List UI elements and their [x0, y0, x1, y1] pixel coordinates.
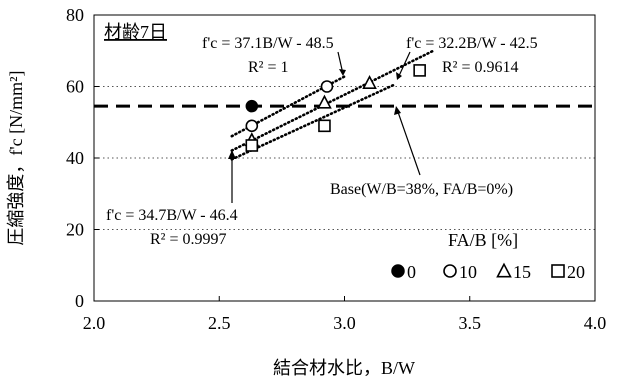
panel-label: 材齢7日	[104, 22, 167, 42]
leader-arrow-fa10	[339, 69, 346, 76]
legend-label: 10	[459, 262, 477, 282]
data-point-fa20	[245, 139, 259, 152]
legend-item: 10	[443, 262, 477, 282]
legend-marker-15	[496, 262, 512, 278]
y-tick-label: 80	[66, 5, 84, 25]
legend-label: 20	[567, 262, 585, 282]
y-tick-label: 0	[75, 291, 84, 311]
leader-fa15	[397, 51, 411, 79]
equation-fa20: f'c = 34.7B/W - 46.4	[106, 207, 238, 224]
legend-label: 15	[513, 262, 531, 282]
r2-fa10: R² = 1	[248, 59, 289, 76]
y-tick-label: 60	[66, 77, 84, 97]
trendline-fa15	[230, 83, 396, 161]
legend-title: FA/B [%]	[448, 230, 518, 250]
leader-baseline	[397, 111, 421, 176]
legend-label: 0	[407, 262, 416, 282]
data-points	[244, 64, 426, 152]
data-point-fa20	[413, 64, 426, 77]
data-point-fa0	[245, 99, 259, 113]
trendline-fa20	[230, 50, 434, 152]
legend-item: 20	[551, 262, 585, 282]
legend-marker-0	[391, 264, 405, 278]
r2-fa15: R² = 0.9614	[442, 59, 519, 76]
legend-item: 0	[391, 262, 416, 282]
legend-marker-20	[551, 264, 565, 278]
annotations: f'c = 37.1B/W - 48.5 R² = 1 f'c = 32.2B/W …	[106, 35, 538, 248]
axes: 0 20 40 60 80 2.0 2.5 3.0 3.5 4.0	[66, 5, 606, 333]
baseline-label: Base(W/B=38%, FA/B=0%)	[330, 181, 513, 198]
r2-fa20: R² = 0.9997	[150, 231, 227, 248]
equation-fa15: f'c = 32.2B/W - 42.5	[406, 35, 538, 52]
y-tick-label: 40	[66, 148, 84, 168]
equation-fa10: f'c = 37.1B/W - 48.5	[202, 35, 334, 52]
y-axis-label: 圧縮強度，f'c [N/mm²]	[6, 70, 26, 245]
plot-frame	[93, 14, 596, 302]
x-tick-label: 3.0	[333, 313, 356, 333]
legend-item: 15	[496, 262, 531, 282]
legend: 0 10 15 20	[391, 262, 585, 282]
leader-arrow-fa15	[396, 72, 402, 80]
data-point-fa10	[320, 80, 334, 93]
x-tick-label: 3.5	[459, 313, 482, 333]
x-tick-label: 2.0	[83, 313, 106, 333]
x-tick-label: 2.5	[208, 313, 231, 333]
data-point-fa15	[362, 74, 377, 89]
legend-marker-10	[443, 264, 457, 278]
data-point-fa15	[317, 94, 332, 109]
x-axis-label: 結合材水比，B/W	[273, 358, 415, 378]
x-tick-label: 4.0	[584, 313, 607, 333]
data-point-fa10	[245, 119, 259, 133]
leader-arrow-fa20	[228, 150, 236, 159]
data-point-fa20	[318, 119, 331, 133]
y-tick-label: 20	[66, 220, 84, 240]
leader-arrow-baseline	[394, 106, 401, 115]
